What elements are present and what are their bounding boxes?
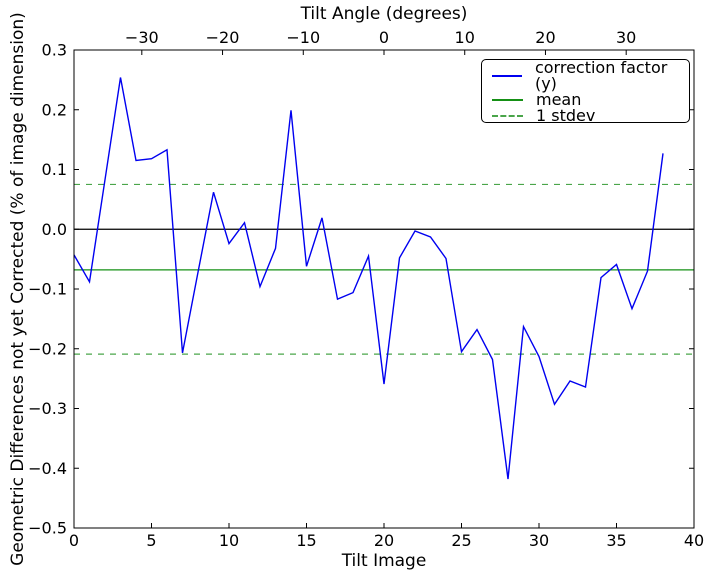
y-tick-label: 0.0 <box>42 220 67 239</box>
y-tick-label: 0.3 <box>42 41 67 60</box>
legend: correction factor (y) mean 1 stdev <box>481 59 690 124</box>
top-tick-label: −30 <box>125 28 159 47</box>
legend-label: 1 stdev <box>536 106 596 125</box>
y-tick-label: −0.4 <box>28 459 67 478</box>
x-tick-label: 15 <box>296 531 316 550</box>
legend-label: mean <box>536 90 582 109</box>
x-tick-label: 30 <box>529 531 549 550</box>
legend-line-sample-green-dashed <box>492 115 523 117</box>
y-tick-label: −0.5 <box>28 519 67 538</box>
y-tick-label: 0.2 <box>42 100 67 119</box>
x-tick-label: 20 <box>374 531 394 550</box>
y-tick-label: −0.2 <box>28 339 67 358</box>
x-tick-label: 0 <box>69 531 79 550</box>
x-tick-label: 5 <box>146 531 156 550</box>
x-tick-label: 35 <box>606 531 626 550</box>
top-tick-label: 20 <box>535 28 555 47</box>
legend-entry-correction-factor: correction factor (y) <box>492 60 689 92</box>
x-tick-label: 40 <box>684 531 704 550</box>
legend-line-sample-blue <box>492 75 522 77</box>
x-axis-label: Tilt Image <box>341 551 427 571</box>
top-tick-label: −10 <box>286 28 320 47</box>
x-tick-label: 25 <box>451 531 471 550</box>
legend-entry-mean: mean <box>492 92 689 108</box>
top-tick-label: −20 <box>206 28 240 47</box>
y-axis-label: Geometric Differences not yet Corrected … <box>8 12 28 566</box>
top-tick-label: 10 <box>455 28 475 47</box>
y-tick-label: −0.1 <box>28 280 67 299</box>
legend-label: correction factor (y) <box>534 58 668 93</box>
y-tick-label: 0.1 <box>42 160 67 179</box>
correction-factor-line <box>73 77 664 480</box>
legend-entry-stdev: 1 stdev <box>492 108 689 124</box>
y-tick-label: −0.3 <box>28 399 67 418</box>
top-axis-title: Tilt Angle (degrees) <box>300 4 468 24</box>
top-tick-label: 30 <box>616 28 636 47</box>
x-tick-label: 10 <box>219 531 239 550</box>
legend-line-sample-green-solid <box>492 99 523 101</box>
top-tick-label: 0 <box>379 28 389 47</box>
